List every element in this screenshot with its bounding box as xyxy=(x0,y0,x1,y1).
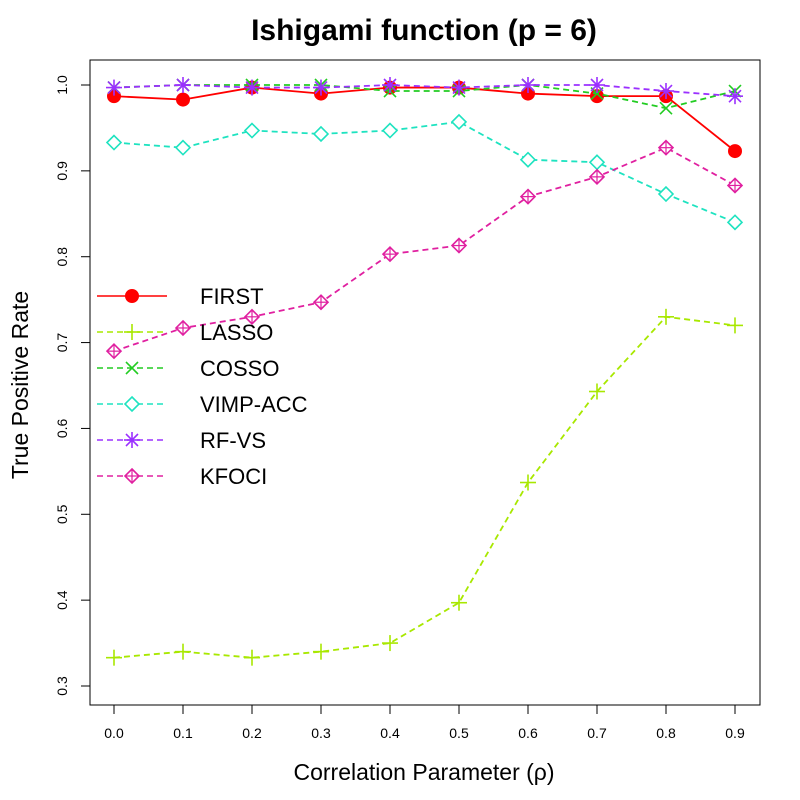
series-line-vimp-acc xyxy=(113,120,736,224)
data-point-kfoci xyxy=(726,177,744,194)
series-vimp-acc xyxy=(105,113,744,231)
legend-item-vimp-acc: VIMP-ACC xyxy=(97,392,308,417)
y-tick-label: 1.0 xyxy=(54,75,70,95)
x-tick-label: 0.2 xyxy=(242,725,262,741)
x-tick-label: 0.0 xyxy=(104,725,124,741)
legend-item-kfoci: KFOCI xyxy=(97,464,267,489)
data-point-rf-vs xyxy=(727,88,743,105)
data-point-rf-vs xyxy=(451,79,467,96)
data-point-kfoci xyxy=(657,139,675,156)
series-line-kfoci xyxy=(113,146,736,353)
data-point-vimp-acc xyxy=(381,122,399,139)
series-layer xyxy=(105,77,744,666)
legend-label: VIMP-ACC xyxy=(200,392,308,417)
legend-marker xyxy=(123,395,141,413)
data-point-kfoci xyxy=(243,308,261,325)
y-tick-label: 0.5 xyxy=(54,504,70,524)
x-tick-label: 0.3 xyxy=(311,725,331,741)
legend-marker xyxy=(124,324,140,340)
y-tick-label: 0.3 xyxy=(54,676,70,696)
data-point-rf-vs xyxy=(589,77,605,93)
data-point-rf-vs xyxy=(313,79,329,96)
y-tick-label: 0.4 xyxy=(54,590,70,610)
series-line-cosso xyxy=(113,84,736,110)
y-axis-label: True Positive Rate xyxy=(7,291,33,479)
data-point-lasso xyxy=(727,317,743,334)
data-point-kfoci xyxy=(174,319,192,337)
legend-label: COSSO xyxy=(200,356,279,381)
data-point-lasso xyxy=(451,594,467,611)
data-point-kfoci xyxy=(519,188,537,205)
series-kfoci xyxy=(105,139,744,360)
y-tick-label: 0.7 xyxy=(54,333,70,353)
data-point-rf-vs xyxy=(658,83,674,100)
data-point-rf-vs xyxy=(382,77,398,93)
series-line-first xyxy=(113,86,736,152)
x-tick-label: 0.4 xyxy=(380,725,400,741)
legend-label: KFOCI xyxy=(200,464,267,489)
legend-marker xyxy=(125,289,139,303)
x-tick-label: 0.1 xyxy=(173,725,193,741)
y-tick-label: 0.6 xyxy=(54,418,70,438)
data-point-vimp-acc xyxy=(726,214,744,231)
x-tick-label: 0.7 xyxy=(587,725,607,741)
data-point-rf-vs xyxy=(175,77,191,93)
data-point-cosso xyxy=(659,101,673,115)
x-axis: 0.0 0.1 0.2 0.3 0.4 0.5 0.6 0.7 0.8 0.9 xyxy=(104,704,745,741)
data-point-vimp-acc xyxy=(243,122,261,139)
legend-label: RF-VS xyxy=(200,428,266,453)
data-point-vimp-acc xyxy=(519,151,537,168)
data-point-vimp-acc xyxy=(174,139,192,156)
series-lasso xyxy=(106,308,743,666)
data-point-lasso xyxy=(382,635,398,652)
x-tick-label: 0.5 xyxy=(449,725,469,741)
data-point-first xyxy=(176,92,190,107)
y-tick-label: 0.8 xyxy=(54,247,70,267)
data-point-vimp-acc xyxy=(105,134,123,151)
y-axis: 0.3 0.4 0.5 0.6 0.7 0.8 0.9 1.0 xyxy=(54,75,91,696)
chart-title: Ishigami function (p = 6) xyxy=(251,14,597,47)
data-point-kfoci xyxy=(588,168,606,185)
legend-label: FIRST xyxy=(200,284,264,309)
legend-marker xyxy=(124,432,140,448)
data-point-rf-vs xyxy=(106,79,122,96)
data-point-lasso xyxy=(313,643,329,660)
series-line-rf-vs xyxy=(113,84,736,98)
data-point-kfoci xyxy=(381,246,399,263)
legend-item-rf-vs: RF-VS xyxy=(97,428,266,453)
data-point-kfoci xyxy=(105,343,123,360)
data-point-vimp-acc xyxy=(450,113,468,131)
data-point-lasso xyxy=(244,649,260,666)
series-line-lasso xyxy=(113,315,736,659)
legend-label: LASSO xyxy=(200,320,273,345)
y-tick-label: 0.9 xyxy=(54,161,70,181)
data-point-rf-vs xyxy=(520,77,536,93)
legend-marker xyxy=(123,467,141,485)
data-point-rf-vs xyxy=(244,79,260,96)
legend-item-cosso: COSSO xyxy=(97,356,279,381)
data-point-vimp-acc xyxy=(312,125,330,143)
legend-item-first: FIRST xyxy=(97,284,264,309)
data-point-lasso xyxy=(520,474,536,491)
data-point-kfoci xyxy=(312,294,330,311)
x-tick-label: 0.6 xyxy=(518,725,538,741)
data-point-lasso xyxy=(106,649,122,666)
legend-item-lasso: LASSO xyxy=(97,320,273,345)
x-axis-label: Correlation Parameter (ρ) xyxy=(293,759,554,785)
x-tick-label: 0.8 xyxy=(656,725,676,741)
data-point-lasso xyxy=(658,308,674,325)
data-point-lasso xyxy=(175,643,191,660)
series-rf-vs xyxy=(106,77,743,105)
data-point-lasso xyxy=(589,383,605,400)
x-tick-label: 0.9 xyxy=(725,725,745,741)
legend-marker xyxy=(125,361,139,375)
data-point-kfoci xyxy=(450,237,468,254)
data-point-first xyxy=(728,144,742,159)
data-point-vimp-acc xyxy=(657,185,675,203)
legend: FIRST LASSO COSSO VIMP-ACC RF-VS KFOCI xyxy=(97,284,308,489)
